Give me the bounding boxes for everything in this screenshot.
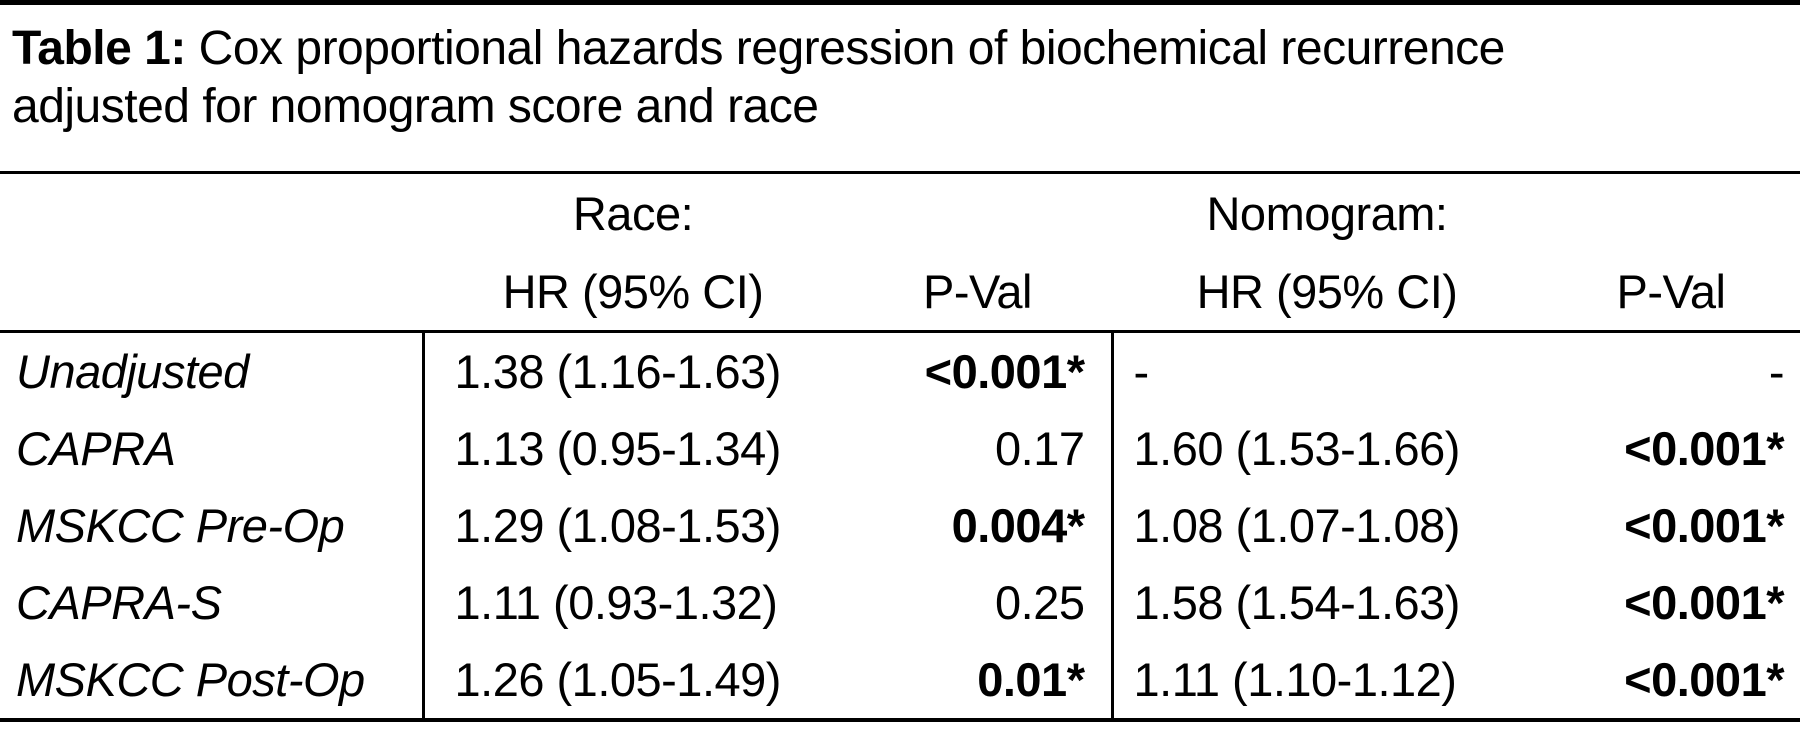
race-pval-cell: 0.004* [951,499,1085,552]
row-label: Unadjusted [16,345,249,398]
table-caption-line2: adjusted for nomogram score and race [12,80,819,133]
race-hr-cell: 1.26 (1.05-1.49) [421,641,843,722]
nomogram-hr-cell: - [1110,331,1542,410]
race-hr-cell: 1.11 (0.93-1.32) [421,564,843,641]
nomogram-pval-cell: <0.001* [1542,641,1800,722]
table-row-capra: CAPRA 1.13 (0.95-1.34) 0.17 1.60 (1.53-1… [0,410,1800,487]
table-row-capra-s: CAPRA-S 1.11 (0.93-1.32) 0.25 1.58 (1.54… [0,564,1800,641]
race-pval-cell: <0.001* [924,345,1085,398]
nomogram-pval-cell: <0.001* [1624,499,1784,552]
nomogram-group-header: Nomogram: [1112,171,1542,252]
row-label: CAPRA [16,422,176,475]
nomogram-pval-cell: - [1768,345,1785,398]
nomogram-pval-column-header: P-Val [1542,252,1800,333]
race-pval-cell: 0.01* [843,641,1112,722]
empty-header-cell [843,171,1112,252]
empty-header-cell [0,252,423,333]
race-pval-cell: 0.25 [995,576,1085,629]
nomogram-hr-cell: 1.08 (1.07-1.08) [1110,487,1542,564]
cox-regression-table: Race: Nomogram: HR (95% CI) P-Val HR (95… [0,171,1800,722]
row-label: MSKCC Post-Op [0,641,423,722]
row-label: CAPRA-S [16,576,222,629]
empty-header-cell [1542,171,1800,252]
race-pval-cell: 0.17 [995,422,1085,475]
table-number-label: Table 1: [12,22,186,75]
empty-header-cell [0,171,423,252]
column-header-row: HR (95% CI) P-Val HR (95% CI) P-Val [0,252,1800,333]
nomogram-pval-cell: <0.001* [1624,422,1784,475]
race-group-header: Race: [423,171,843,252]
race-hr-cell: 1.38 (1.16-1.63) [421,331,843,410]
table-row-unadjusted: Unadjusted 1.38 (1.16-1.63) <0.001* - - [0,331,1800,410]
group-header-row: Race: Nomogram: [0,171,1800,252]
race-pval-column-header: P-Val [843,252,1112,333]
table-row-mskcc-post-op: MSKCC Post-Op 1.26 (1.05-1.49) 0.01* 1.1… [0,641,1800,722]
race-hr-cell: 1.13 (0.95-1.34) [421,410,843,487]
table-row-mskcc-pre-op: MSKCC Pre-Op 1.29 (1.08-1.53) 0.004* 1.0… [0,487,1800,564]
nomogram-hr-cell: 1.60 (1.53-1.66) [1110,410,1542,487]
row-label: MSKCC Pre-Op [16,499,345,552]
table-caption: Table 1: Cox proportional hazards regres… [0,5,1800,171]
nomogram-hr-cell: 1.58 (1.54-1.63) [1110,564,1542,641]
nomogram-pval-cell: <0.001* [1624,576,1784,629]
table-caption-line1: Cox proportional hazards regression of b… [198,22,1506,75]
nomogram-hr-column-header: HR (95% CI) [1112,252,1542,333]
race-hr-cell: 1.29 (1.08-1.53) [421,487,843,564]
nomogram-hr-cell: 1.11 (1.10-1.12) [1110,641,1542,722]
race-hr-column-header: HR (95% CI) [423,252,843,333]
